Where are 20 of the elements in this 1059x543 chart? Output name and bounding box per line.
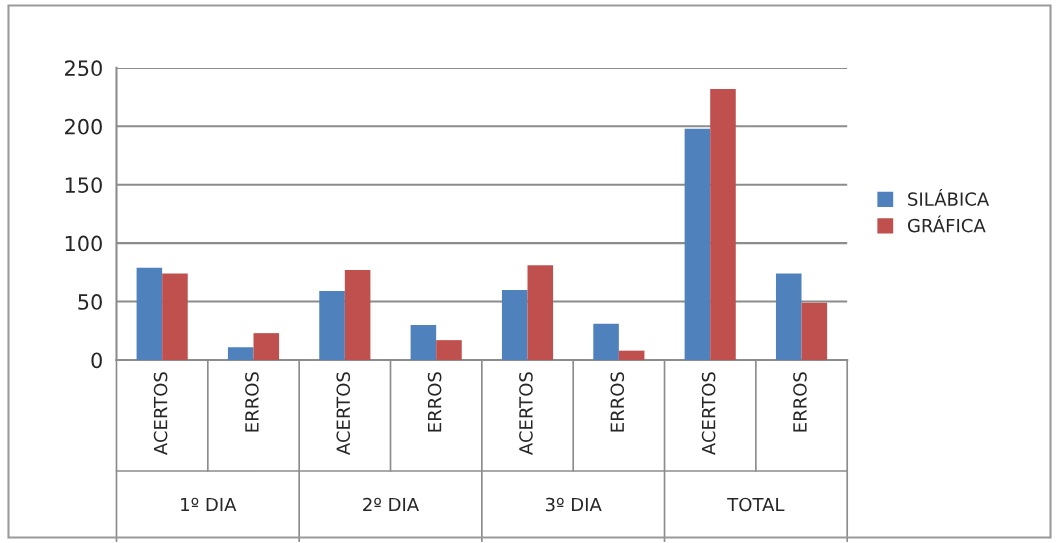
y-tick-label: 150 [65, 177, 102, 193]
y-tick-label: 50 [78, 294, 102, 310]
y-tick-label: 250 [65, 60, 102, 77]
text: 3º DIA [545, 497, 602, 512]
x-tick-label: ERROS [610, 372, 625, 432]
y-tick-label: 200 [65, 118, 102, 135]
text: TOTAL [727, 497, 785, 512]
x-tick-label: ERROS [793, 372, 807, 432]
x-tick-label: ERROS [245, 372, 259, 432]
x-tick-label: ACERTOS [153, 372, 168, 455]
x-tick-label: ACERTOS [519, 372, 533, 455]
y-tick-label: 100 [65, 235, 102, 252]
y-tick-label: 0 [91, 352, 102, 369]
text: 2º DIA [363, 497, 420, 512]
x-tick-label: ACERTOS [701, 372, 716, 455]
x-tick-label: ACERTOS [336, 372, 351, 455]
text: 1º DIA [181, 497, 237, 512]
legend-label: GRÁFICA [907, 215, 986, 233]
legend-label: SILÁBICA [908, 188, 990, 206]
x-tick-label: ERROS [427, 372, 442, 432]
